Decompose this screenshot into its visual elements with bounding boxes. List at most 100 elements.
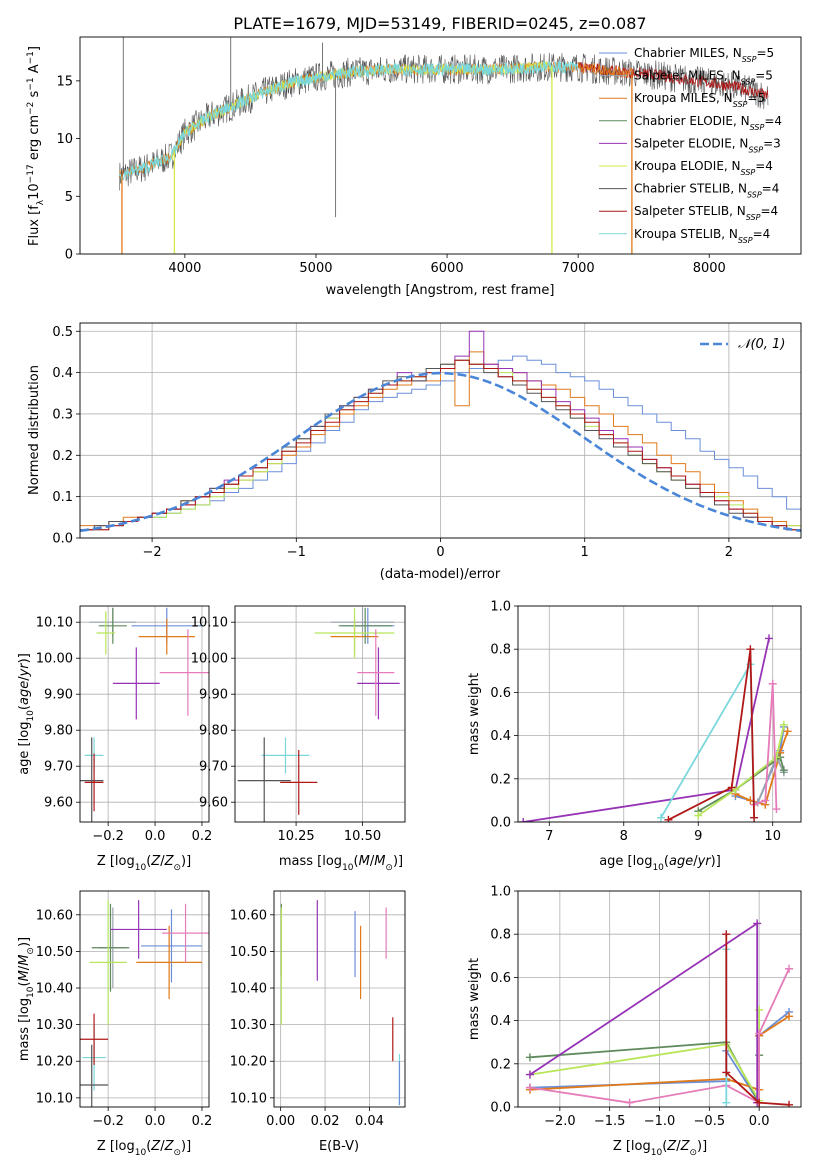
legend-label: Kroupa STELIB, N [634, 227, 738, 241]
y-axis-label: mass weight [467, 958, 482, 1040]
legend-entry: Chabrier ELODIE, NSSP=4 [634, 114, 782, 132]
plot-mass-vs-ebv: 0.00 0.02 0.04 10.10 10.20 10.30 10.40 10.50 10.… [230, 890, 406, 1154]
plot-age-vs-mass: 10.25 10.50 9.60 9.70 9.80 9.90 10.00 10.10 mass… [191, 605, 406, 873]
x-tick-label: 0.00 [266, 1114, 295, 1129]
plot-mass-weight-vs-age: 7 8 9 10 0.0 0.2 0.4 0.6 0.8 1.0 age [log10(age/yr… [467, 600, 802, 873]
y-tick-label: 10.10 [36, 616, 73, 631]
y-tick-label: 9.60 [199, 796, 228, 811]
x-tick-label: 6000 [431, 261, 464, 276]
y-tick-label: 0.6 [490, 971, 511, 986]
plot-residual-histogram: −2 −1 0 1 2 0.0 0.1 0.2 0.3 0.4 0.5 𝒩(0, 1) (data-mo… [27, 322, 802, 582]
x-tick-label: 7000 [562, 261, 595, 276]
y-tick-label: 5 [65, 190, 73, 205]
weight-line [667, 649, 755, 821]
legend-count: =5 [756, 46, 774, 60]
weight-marker [722, 1098, 731, 1107]
x-tick-label: 0.0 [145, 829, 166, 844]
errorbar-point [91, 903, 130, 992]
x-tick-label: 0.04 [355, 1114, 384, 1129]
weight-marker [779, 720, 788, 729]
weight-marker [750, 813, 759, 822]
spectrum-lines [118, 37, 769, 254]
x-tick-label: −2.0 [544, 1114, 576, 1129]
x-tick-label: 5000 [299, 261, 332, 276]
x-tick-label: 0.2 [192, 829, 213, 844]
y-tick-label: 9.80 [44, 724, 73, 739]
y-tick-label: 0.0 [490, 816, 511, 831]
errorbar-point [140, 909, 202, 983]
errorbars [80, 607, 209, 822]
x-tick-label: 0.0 [749, 1114, 770, 1129]
x-tick-label: 8 [620, 829, 628, 844]
legend-entry: Kroupa STELIB, NSSP=4 [634, 227, 770, 245]
errorbar-point [110, 900, 167, 959]
errorbar-point [96, 611, 116, 655]
errorbar-point [338, 607, 392, 644]
y-tick-label: 10.20 [230, 1055, 267, 1070]
axes-frame [517, 890, 802, 1108]
y-tick-label: 0.4 [490, 1014, 511, 1029]
y-tick-label: 0 [65, 248, 73, 263]
y-tick-label: 0.1 [52, 490, 73, 505]
x-tick-label: −2 [143, 545, 162, 560]
y-tick-label: 10.40 [230, 982, 267, 997]
y-tick-label: 0.3 [52, 407, 73, 422]
x-tick-label: −0.2 [92, 829, 124, 844]
weight-series-8 [664, 645, 759, 822]
errorbar-point [112, 647, 160, 720]
legend-label: Chabrier STELIB, N [634, 182, 747, 196]
errorbar-point [261, 737, 310, 774]
errorbars [280, 900, 401, 1106]
legend-entry: Chabrier MILES, NSSP=5 [634, 46, 774, 64]
weight-marker [664, 815, 673, 822]
legend-count: =5 [755, 69, 773, 83]
legend-label: Chabrier ELODIE, N [634, 114, 750, 128]
y-tick-label: 0.4 [490, 729, 511, 744]
errorbar-point [159, 629, 209, 716]
weight-marker [525, 1070, 534, 1079]
y-tick-label: 0.2 [490, 772, 511, 787]
y-axis-label: Flux [fλ10−17 erg cm−2 s−1 A−1] [26, 46, 46, 246]
legend-label: Kroupa ELODIE, N [634, 159, 741, 173]
y-tick-label: 9.60 [44, 796, 73, 811]
legend-subscript: SSP [746, 213, 761, 222]
x-axis-label: wavelength [Angstrom, rest frame] [326, 283, 555, 298]
weight-marker [764, 634, 773, 643]
legend-count: =4 [764, 114, 782, 128]
weight-line [725, 934, 790, 1106]
y-axis-label: Normed distribution [27, 365, 42, 495]
weight-marker [755, 1098, 764, 1107]
legend-label: Chabrier MILES, N [634, 46, 742, 60]
gaussian-curve [80, 371, 801, 533]
y-tick-label: 10.10 [230, 1091, 267, 1106]
axes-frame [79, 322, 802, 539]
legend-count: =4 [755, 159, 773, 173]
weight-line [753, 683, 778, 810]
weight-marker [656, 813, 665, 822]
x-tick-label: 0 [436, 545, 444, 560]
legend-subscript: SSP [738, 235, 753, 244]
x-tick-label: −1.5 [594, 1114, 626, 1129]
weight-marker [722, 930, 731, 939]
axes-frame [273, 890, 406, 1108]
weight-series-7 [722, 930, 794, 1107]
weight-marker [694, 811, 703, 820]
legend-subscript: SSP [741, 168, 756, 177]
errorbars [80, 900, 209, 1107]
errorbar-point [138, 618, 195, 655]
weight-marker [625, 1098, 634, 1107]
weight-marker [772, 805, 781, 814]
errorbar-point [136, 925, 202, 999]
x-axis-label: Z [log10(Z/Z⊙)] [97, 854, 191, 873]
y-tick-label: 0.0 [490, 1101, 511, 1116]
legend-entry: Salpeter MILES, NSSP=5 [634, 69, 773, 87]
x-tick-label: 9 [694, 829, 702, 844]
x-tick-label: 10 [764, 829, 781, 844]
legend-count: =5 [747, 91, 765, 105]
weight-marker [755, 1029, 764, 1038]
weight-series-4 [525, 919, 762, 1107]
weight-marker [753, 919, 762, 928]
spectrum-series-chabrier-stelib [119, 52, 769, 191]
errorbars [237, 607, 400, 822]
legend-subscript: SSP [733, 100, 748, 109]
